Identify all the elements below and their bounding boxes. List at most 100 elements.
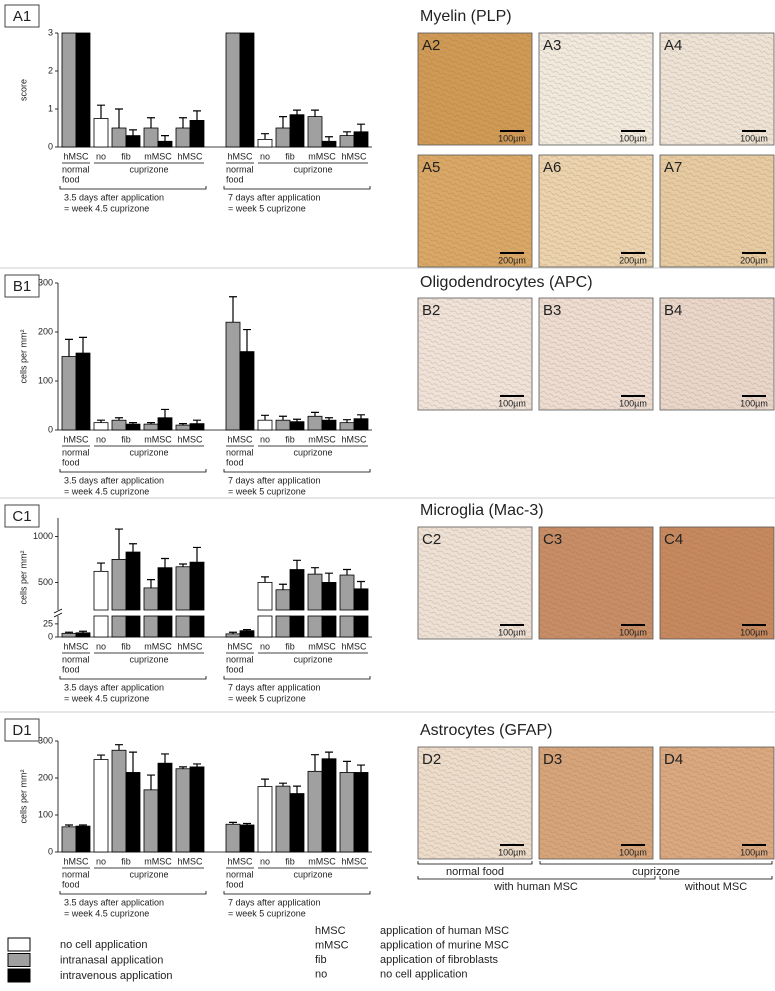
- y-tick-label: 0: [48, 631, 53, 641]
- bracket: [539, 861, 773, 865]
- subgroup-label: normal: [62, 164, 90, 174]
- micrograph-label: A5: [422, 159, 440, 176]
- bar: [321, 615, 337, 638]
- bar: [257, 138, 273, 148]
- error-bar: [97, 104, 105, 119]
- category-label: mMSC: [144, 151, 172, 161]
- bar: [125, 772, 141, 853]
- bar: [93, 615, 109, 638]
- bar: [157, 615, 173, 638]
- bar: [353, 772, 369, 853]
- bar: [175, 768, 191, 853]
- axis-break: [53, 608, 63, 614]
- bar: [75, 32, 91, 148]
- micrograph-texture: [661, 34, 773, 144]
- error-bar: [357, 764, 365, 773]
- bar: [175, 424, 191, 431]
- error-bar: [161, 557, 169, 568]
- category-label: hMSC: [177, 641, 203, 651]
- subgroup-label: normal: [62, 447, 90, 457]
- scale-label: 100µm: [619, 133, 647, 143]
- error-bar: [311, 411, 319, 417]
- error-bar: [279, 415, 287, 421]
- error-bar: [129, 422, 137, 425]
- group-label: = week 4.5 cuprizone: [64, 693, 149, 703]
- bar: [189, 561, 205, 611]
- bar: [289, 615, 305, 638]
- group-label: = week 5 cuprizone: [228, 203, 306, 213]
- error-bar: [193, 110, 201, 121]
- bracket: [417, 861, 533, 865]
- category-label: mMSC: [308, 856, 336, 866]
- bar: [275, 589, 291, 611]
- scale-label: 200µm: [619, 255, 647, 265]
- category-label: no: [260, 151, 270, 161]
- micrograph-label: C4: [664, 531, 683, 548]
- bar: [275, 127, 291, 148]
- subgroup-label: cuprizone: [129, 869, 168, 879]
- bracket: [659, 876, 773, 880]
- error-bar: [147, 422, 155, 425]
- category-label: hMSC: [227, 151, 253, 161]
- error-bar: [147, 579, 155, 588]
- category-label: no: [96, 641, 106, 651]
- error-bar: [343, 568, 351, 576]
- micrograph-texture: [419, 528, 531, 638]
- subgroup-label: normal: [62, 869, 90, 879]
- y-tick-label: 0: [48, 141, 53, 151]
- bar: [321, 758, 337, 853]
- bar: [125, 615, 141, 638]
- bar: [143, 789, 159, 853]
- bar: [93, 570, 109, 611]
- bar: [61, 826, 77, 853]
- bar: [225, 32, 241, 148]
- error-bar: [357, 123, 365, 132]
- y-tick-label: 1: [48, 103, 53, 113]
- error-bar: [293, 109, 301, 115]
- error-bar: [97, 562, 105, 572]
- micrograph-texture: [661, 528, 773, 638]
- micrograph-label: A4: [664, 37, 682, 54]
- error-bar: [115, 108, 123, 128]
- category-label: hMSC: [63, 151, 89, 161]
- category-label: mMSC: [144, 856, 172, 866]
- category-label: fib: [285, 434, 295, 444]
- bar: [339, 574, 355, 611]
- bar: [111, 127, 127, 148]
- error-bar: [79, 336, 87, 354]
- group-label: = week 5 cuprizone: [228, 693, 306, 703]
- bar: [157, 140, 173, 148]
- error-bar: [115, 744, 123, 751]
- panel-label: C1: [12, 508, 31, 525]
- category-label: hMSC: [341, 856, 367, 866]
- bar: [225, 823, 241, 853]
- bar: [111, 559, 127, 611]
- group-bracket: [59, 676, 207, 680]
- micrograph-texture: [661, 299, 773, 409]
- scale-label: 100µm: [740, 627, 768, 637]
- group-label: = week 4.5 cuprizone: [64, 203, 149, 213]
- section-title: Astrocytes (GFAP): [420, 722, 552, 739]
- category-label: fib: [285, 856, 295, 866]
- error-bar: [179, 423, 187, 426]
- category-label: no: [96, 856, 106, 866]
- bar: [143, 127, 159, 148]
- y-tick-label: 100: [38, 809, 53, 819]
- micrograph-texture: [540, 156, 652, 266]
- error-bar: [311, 109, 319, 117]
- error-bar: [261, 133, 269, 140]
- legend-label: intranasal application: [60, 954, 163, 966]
- group-label: 3.5 days after application: [64, 475, 164, 485]
- bar: [307, 770, 323, 853]
- panel-label-box: [4, 274, 40, 298]
- bar: [75, 825, 91, 853]
- bar: [239, 630, 255, 638]
- y-tick-label: 200: [38, 772, 53, 782]
- category-label: no: [96, 151, 106, 161]
- error-bar: [293, 418, 301, 422]
- bar: [225, 633, 241, 638]
- error-bar: [97, 754, 105, 760]
- error-bar: [193, 419, 201, 424]
- bar: [321, 419, 337, 431]
- group-label: = week 5 cuprizone: [228, 486, 306, 496]
